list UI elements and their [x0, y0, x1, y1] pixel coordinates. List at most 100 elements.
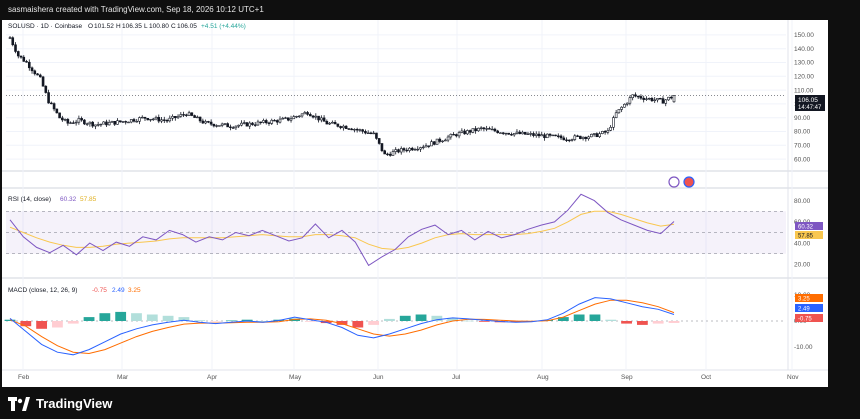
price-candle	[432, 141, 436, 146]
candle-body	[91, 121, 94, 127]
price-candle	[237, 124, 240, 129]
candle-body	[460, 130, 464, 133]
candle-body	[661, 98, 665, 104]
macd-histogram-bar	[36, 321, 48, 329]
candle-body	[77, 118, 81, 123]
macd-histogram-bar	[352, 321, 364, 328]
rsi-tick-label: 40.00	[794, 240, 811, 247]
price-candle	[377, 138, 381, 145]
price-candle	[449, 133, 453, 140]
bar-countdown: 14:47:47	[798, 105, 822, 111]
price-candle	[162, 116, 166, 123]
price-candle	[242, 120, 246, 125]
candle-body	[656, 98, 659, 101]
chart-area[interactable]: 60.0070.0080.0090.00100.00110.00120.0013…	[2, 20, 828, 387]
macd-histogram-bar	[573, 314, 585, 321]
price-candle	[375, 132, 378, 140]
candle-body	[121, 121, 125, 123]
footer: TradingView	[0, 390, 860, 419]
price-candle	[36, 72, 39, 76]
candle-body	[339, 126, 342, 129]
price-candle	[99, 123, 103, 127]
price-tick-label: 130.00	[794, 60, 814, 67]
candle-body	[242, 122, 246, 124]
economic-event-icon[interactable]	[683, 176, 695, 188]
macd-legend-label[interactable]: MACD (close, 12, 26, 9)	[8, 287, 77, 294]
rsi-ma-badge-text: 57.85	[798, 234, 814, 240]
candle-body	[253, 124, 257, 126]
candle-body	[281, 117, 285, 120]
price-candle	[39, 73, 42, 78]
price-candle	[490, 126, 494, 131]
price-candle	[601, 130, 604, 135]
candle-body	[331, 121, 334, 124]
candle-body	[474, 128, 477, 132]
price-candle	[369, 131, 373, 135]
candle-body	[146, 118, 150, 121]
candle-body	[653, 99, 657, 102]
macd-pane[interactable]	[4, 297, 786, 356]
price-candle	[488, 126, 491, 130]
price-candle	[328, 122, 331, 125]
price-candle	[656, 98, 659, 103]
event-flag-icon[interactable]	[668, 176, 680, 188]
candle-body	[132, 119, 136, 122]
candle-body	[518, 131, 522, 135]
rsi-legend-label[interactable]: RSI (14, close)	[8, 196, 51, 203]
price-candle	[545, 133, 549, 139]
candle-body	[311, 115, 315, 118]
macd-histogram-bar	[605, 319, 617, 321]
price-pane[interactable]	[6, 35, 786, 157]
price-candle	[556, 133, 560, 139]
price-candle	[113, 121, 116, 126]
tradingview-logo[interactable]: TradingView	[8, 396, 112, 411]
legend-symbol[interactable]: SOLUSD · 1D · Coinbase	[8, 23, 82, 30]
candle-body	[529, 133, 533, 135]
candle-body	[452, 133, 455, 136]
price-candle	[204, 119, 207, 125]
price-candle	[16, 50, 20, 59]
price-candle	[333, 120, 337, 125]
price-candle	[94, 124, 97, 130]
price-candle	[559, 134, 563, 140]
candle-body	[66, 119, 70, 124]
price-candle	[661, 96, 665, 104]
price-candle	[270, 118, 274, 125]
candle-body	[485, 128, 488, 130]
candle-body	[278, 118, 282, 123]
price-candle	[251, 121, 254, 126]
time-tick-label: May	[289, 374, 302, 381]
candle-body	[94, 124, 97, 127]
price-candle	[347, 128, 351, 130]
candle-body	[182, 114, 185, 116]
chart-svg[interactable]: 60.0070.0080.0090.00100.00110.00120.0013…	[2, 20, 828, 387]
price-candle	[231, 125, 235, 129]
candle-body	[488, 128, 491, 130]
macd-histogram-bar	[146, 314, 158, 321]
candle-body	[584, 136, 588, 139]
price-candle	[592, 133, 596, 137]
price-candle	[631, 94, 634, 101]
candle-body	[204, 121, 207, 124]
candle-body	[347, 128, 351, 130]
rsi-pane[interactable]	[6, 193, 786, 267]
price-candle	[510, 132, 513, 136]
candle-body	[526, 133, 530, 135]
candle-body	[477, 127, 480, 132]
candle-body	[623, 103, 626, 108]
candle-body	[317, 115, 320, 121]
rsi-legend-ma-value: 57.85	[80, 196, 97, 203]
candle-body	[366, 132, 370, 135]
candle-body	[595, 133, 599, 138]
rsi-value-badge	[795, 222, 823, 230]
rsi-tick-label: 80.00	[794, 198, 811, 205]
candle-body	[499, 132, 502, 134]
price-candle	[523, 131, 527, 135]
price-candle	[74, 119, 78, 126]
price-candle	[320, 115, 323, 123]
grid-layer	[2, 20, 828, 371]
candle-body	[187, 112, 191, 116]
candle-body	[179, 114, 183, 117]
price-candle	[466, 129, 469, 136]
time-tick-label: Nov	[787, 374, 799, 381]
